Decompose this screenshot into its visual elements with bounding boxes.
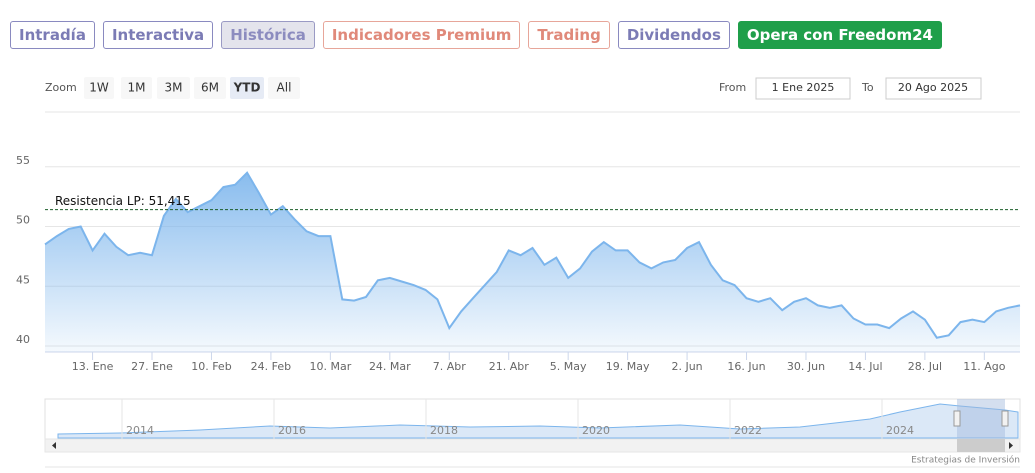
from-input[interactable]: [755, 77, 851, 100]
x-tick-label: 7. Abr: [433, 360, 466, 373]
zoom-button[interactable]: [84, 77, 114, 99]
navigator-label: 2014: [126, 424, 154, 437]
scrollbar[interactable]: [44, 438, 1021, 453]
scrollbar-thumb[interactable]: [957, 439, 1005, 452]
scroll-right[interactable]: [1009, 442, 1013, 449]
tab[interactable]: Dividendos: [617, 21, 730, 49]
zoom-button-label: 1M: [128, 81, 146, 95]
zoom-label: Zoom: [45, 81, 77, 94]
zoom-button-label: 3M: [165, 81, 183, 95]
x-tick-label: 27. Ene: [131, 360, 173, 373]
zoom-button[interactable]: [121, 77, 152, 99]
navigator-mask: [957, 399, 1005, 439]
y-tick-label: 55: [16, 154, 30, 167]
zoom-button-label: YTD: [233, 81, 261, 95]
navigator-label: 2016: [278, 424, 306, 437]
to-label: To: [861, 81, 874, 94]
zoom-button-label: 1W: [89, 81, 109, 95]
x-tick-label: 13. Ene: [72, 360, 114, 373]
zoom-button-label: 6M: [201, 81, 219, 95]
y-tick-label: 40: [16, 333, 30, 346]
from-label: From: [719, 81, 746, 94]
to-input[interactable]: [885, 77, 982, 100]
x-tick-label: 11. Ago: [963, 360, 1005, 373]
credits: Estrategias de Inversión: [911, 455, 1020, 466]
scroll-left[interactable]: [52, 442, 56, 449]
navigator-label: 2024: [886, 424, 914, 437]
navigator-label: 2020: [582, 424, 610, 437]
from-value: 1 Ene 2025: [772, 81, 835, 94]
x-tick-label: 24. Mar: [369, 360, 411, 373]
x-tick-label: 21. Abr: [489, 360, 529, 373]
tab[interactable]: Trading: [528, 21, 610, 49]
x-tick-label: 2. Jun: [671, 360, 702, 373]
line: [44, 171, 1021, 339]
zoom-button-label: All: [277, 81, 292, 95]
zoom-button[interactable]: [230, 77, 264, 99]
navigator-label: 2018: [430, 424, 458, 437]
navigator-label: 2022: [734, 424, 762, 437]
tab[interactable]: Histórica: [221, 21, 315, 49]
x-tick-label: 10. Mar: [309, 360, 351, 373]
area-fill: [45, 172, 1020, 352]
navigator-handle[interactable]: [1001, 410, 1009, 427]
navigator-series: [57, 403, 1019, 439]
x-tick-label: 14. Jul: [848, 360, 882, 373]
tab[interactable]: Interactiva: [102, 21, 214, 49]
tab[interactable]: Intradía: [10, 21, 95, 49]
zoom-button[interactable]: [157, 77, 190, 99]
x-tick-label: 16. Jun: [727, 360, 765, 373]
zoom-button[interactable]: [194, 77, 226, 99]
x-tick-label: 19. May: [606, 360, 650, 373]
resistance-label: Resistencia LP: 51,415: [55, 194, 191, 208]
x-tick-label: 10. Feb: [191, 360, 231, 373]
x-tick-label: 28. Jul: [908, 360, 942, 373]
x-tick-label: 30. Jun: [787, 360, 825, 373]
zoom-button[interactable]: [268, 77, 300, 99]
tab-bar: Intradía Interactiva Histórica Indicador…: [10, 21, 942, 49]
tab[interactable]: Opera con Freedom24: [737, 21, 942, 49]
x-tick-label: 24. Feb: [251, 360, 291, 373]
to-value: 20 Ago 2025: [898, 81, 968, 94]
y-tick-label: 45: [16, 273, 30, 286]
navigator-handle[interactable]: [953, 410, 961, 427]
tab[interactable]: Indicadores Premium: [322, 21, 521, 49]
y-tick-label: 50: [16, 214, 30, 227]
x-tick-label: 5. May: [550, 360, 587, 373]
